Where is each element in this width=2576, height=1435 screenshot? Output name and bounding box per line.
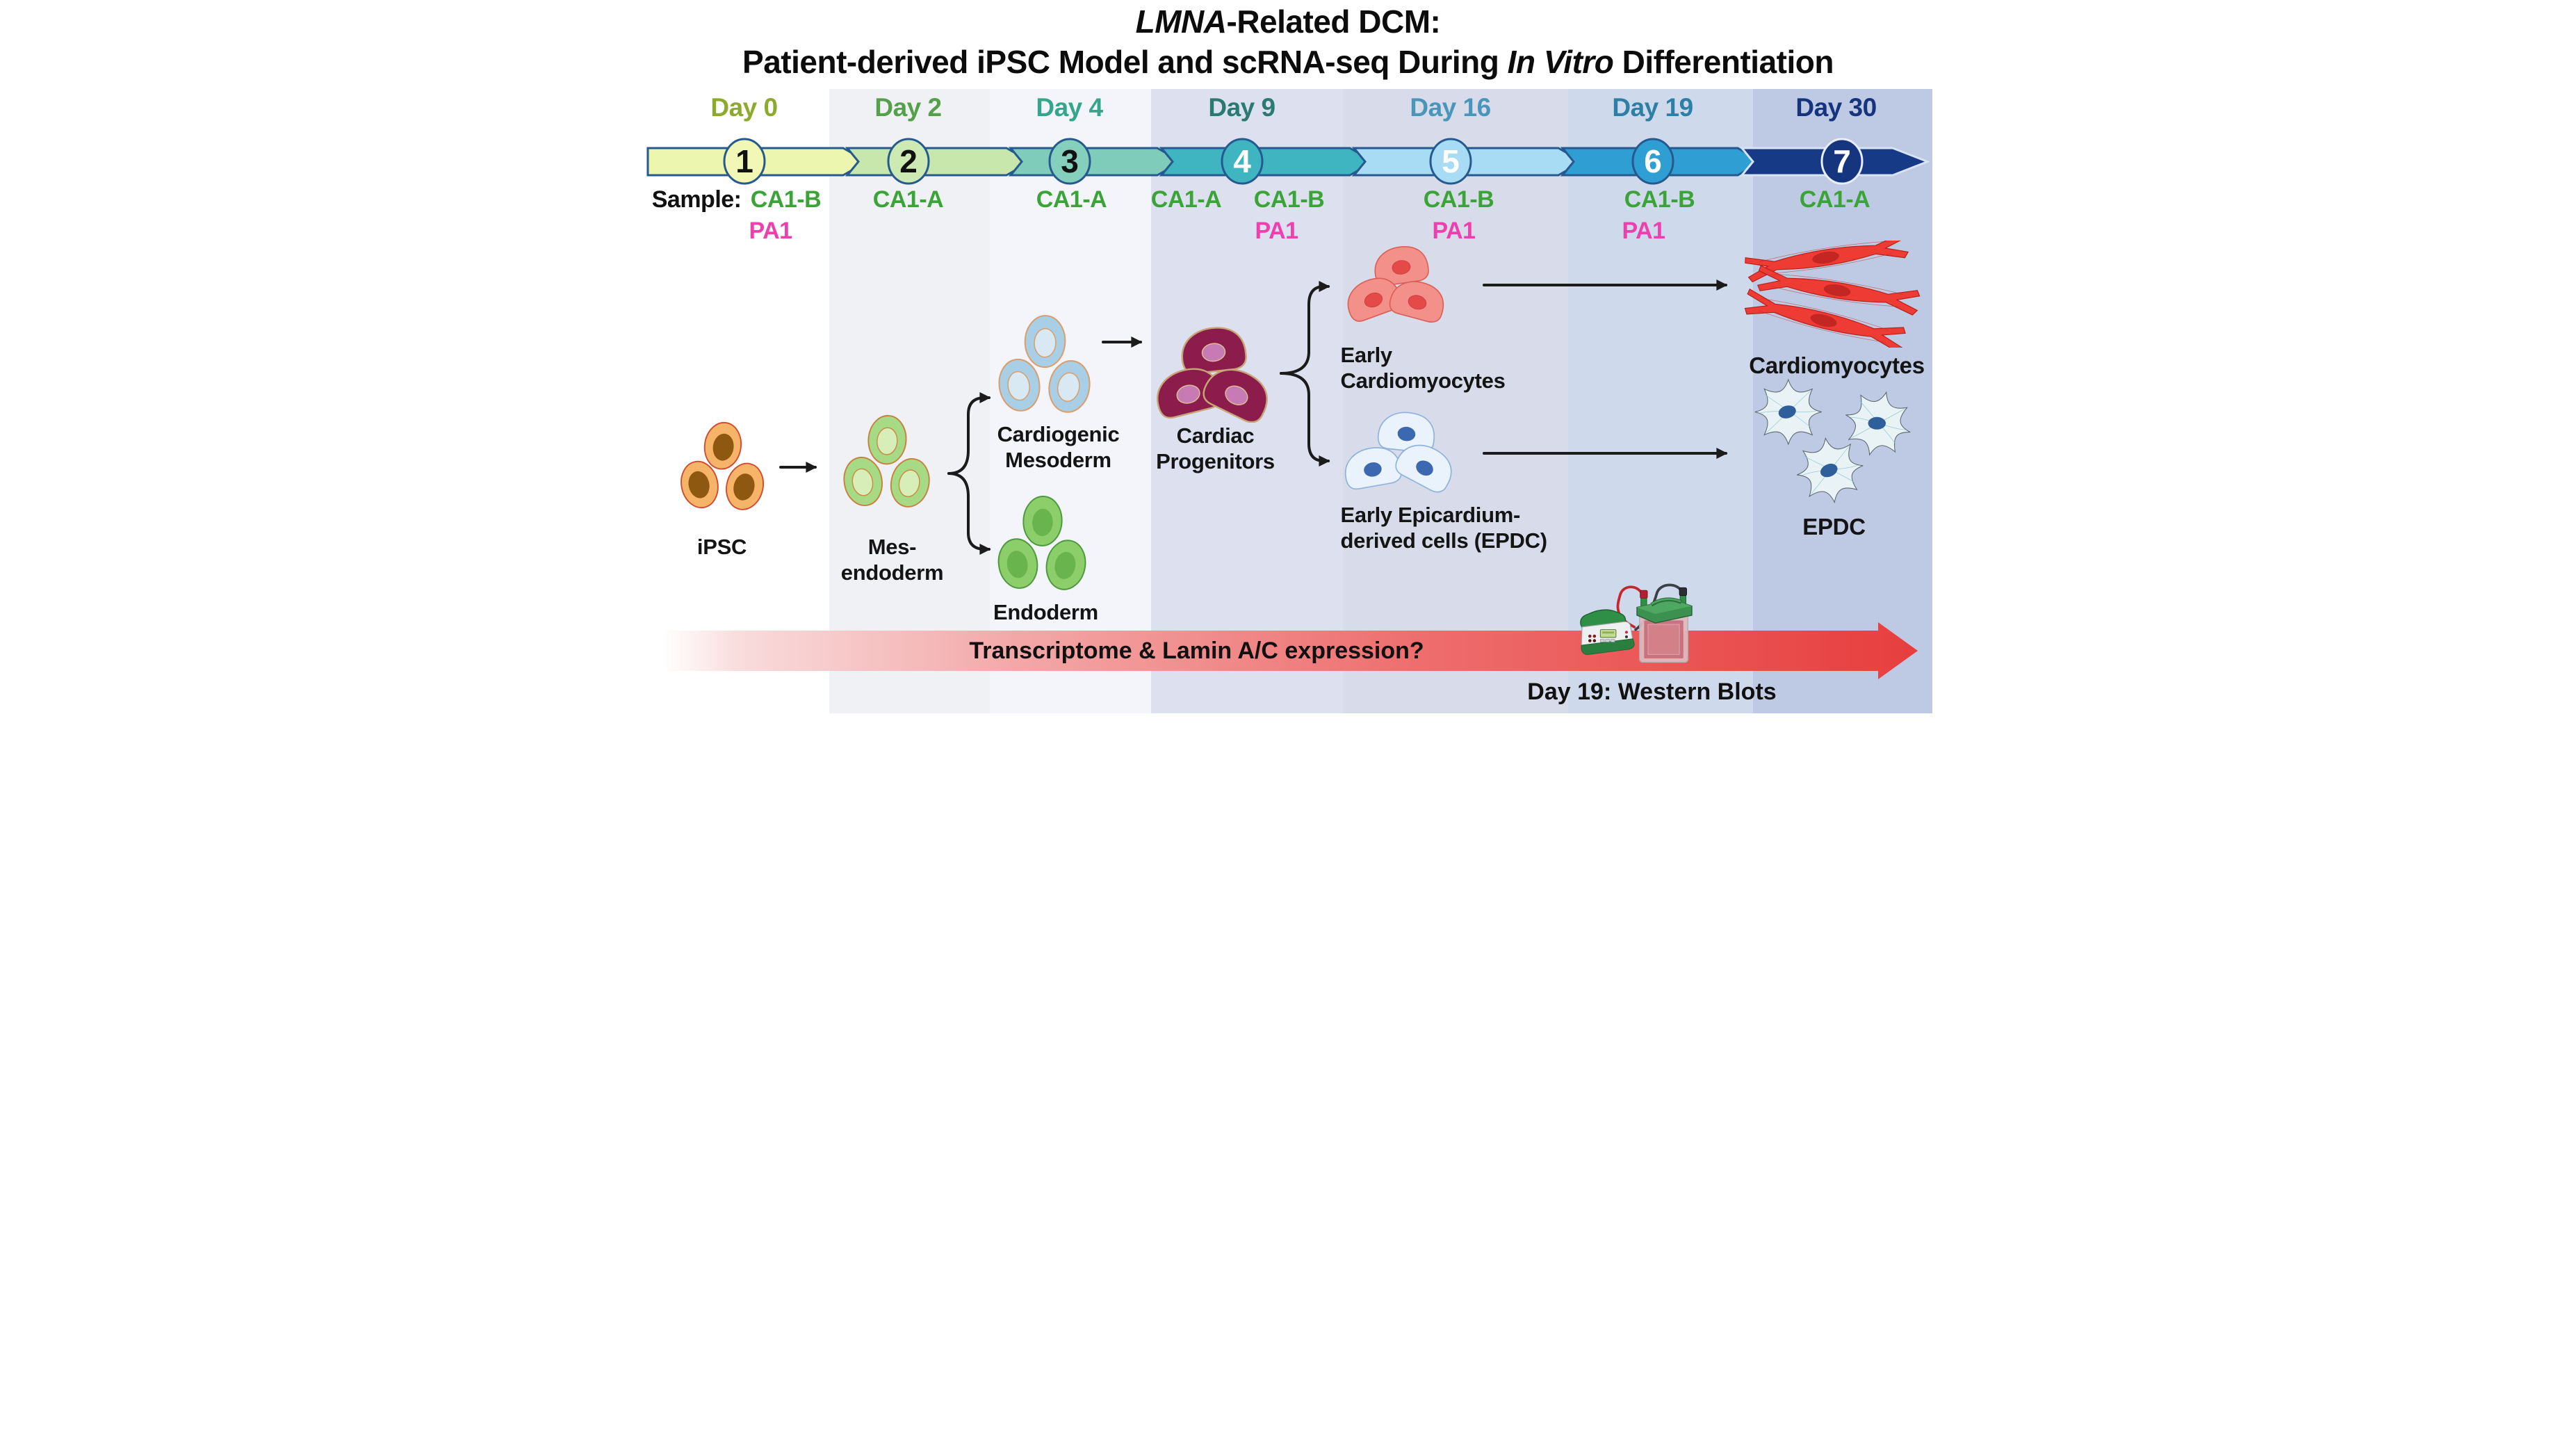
timeline-arrow-3 [1008, 147, 1183, 177]
sample-day19-ca1b: CA1-B [1624, 186, 1695, 213]
step-circle-4 [1221, 138, 1263, 185]
step-number-4: 4 [1233, 143, 1251, 179]
step-circle-5 [1429, 138, 1472, 185]
cardiogenic-mesoderm-cells [998, 315, 1091, 413]
ipsc-cells [680, 421, 764, 510]
sample-day16-ca1b: CA1-B [1423, 186, 1494, 213]
early-cardiomyocyte-cells [1347, 245, 1444, 323]
label-ipsc: iPSC [696, 535, 747, 559]
step-number-7: 7 [1833, 143, 1851, 179]
title-gene-name: LMNA [1135, 3, 1227, 40]
label-cardiomyocytes: Cardiomyocytes [1749, 352, 1925, 378]
step-circle-2 [887, 138, 929, 185]
gel-tank-icon [1636, 587, 1693, 663]
early-epdc-cells [1344, 412, 1452, 493]
label-cardiac-progenitors: Cardiac Progenitors [1156, 423, 1275, 474]
step-number-5: 5 [1442, 143, 1460, 179]
step-circle-1 [723, 138, 765, 185]
sample-day19-pa1: PA1 [1622, 218, 1665, 244]
figure-title-line2: Patient-derived iPSC Model and scRNA-seq… [742, 44, 1834, 80]
label-early-epdc: Early Epicardium- derived cells (EPDC) [1340, 503, 1548, 553]
label-cardiogenic-mesoderm: Cardiogenic Mesoderm [997, 422, 1120, 473]
step-number-3: 3 [1061, 143, 1079, 179]
timeline-arrow-track: 1 2 3 4 5 6 7 [646, 138, 1930, 185]
label-endoderm: Endoderm [993, 600, 1098, 624]
column-band-day16 [1342, 89, 1568, 713]
label-mesendoderm: Mes- endoderm [840, 535, 944, 585]
western-blot-label: Day 19: Western Blots [1527, 679, 1777, 705]
sample-day9-ca1a: CA1-A [1150, 186, 1222, 213]
sample-day9-ca1b: CA1-B [1253, 186, 1325, 213]
transcriptome-question: Transcriptome & Lamin A/C expression? [969, 638, 1424, 664]
column-band-day0 [644, 89, 829, 713]
mesendoderm-cells [842, 414, 930, 508]
day-label-30: Day 30 [1795, 93, 1877, 122]
figure-canvas: LMNA-Related DCM: Patient-derived iPSC M… [644, 0, 1932, 718]
step-circle-3 [1048, 138, 1091, 185]
label-epdc: EPDC [1802, 514, 1866, 540]
epdc-cells [1754, 378, 1910, 504]
power-supply-icon [1579, 609, 1635, 655]
step-circle-6 [1631, 138, 1674, 185]
sample-prefix: Sample: [651, 186, 742, 213]
sample-day30-ca1a: CA1-A [1799, 186, 1870, 213]
endoderm-cells [997, 495, 1086, 590]
day-label-2: Day 2 [874, 93, 942, 122]
label-early-cardiomyocytes: Early Cardiomyocytes [1340, 343, 1506, 394]
day-label-9: Day 9 [1208, 93, 1275, 122]
step-number-1: 1 [735, 143, 753, 179]
sample-day0-pa1: PA1 [749, 218, 792, 244]
sample-day9-pa1: PA1 [1255, 218, 1298, 244]
cardiac-progenitor-cells [1156, 327, 1268, 423]
sample-day0-ca1b: CA1-B [750, 186, 822, 213]
cardiomyocyte-cells [1744, 241, 1921, 348]
sample-day4-ca1a: CA1-A [1036, 186, 1107, 213]
day-label-4: Day 4 [1036, 93, 1103, 122]
day-label-16: Day 16 [1410, 93, 1491, 122]
western-blot-apparatus-icon [1579, 583, 1693, 663]
figure-title-line1: LMNA-Related DCM: [1135, 3, 1441, 40]
timeline-arrow-4 [1159, 147, 1376, 177]
timeline-arrow-2 [845, 147, 1032, 177]
sample-day2-ca1a: CA1-A [872, 186, 944, 213]
step-circle-7 [1820, 138, 1863, 185]
sample-day16-pa1: PA1 [1432, 218, 1476, 244]
day-label-19: Day 19 [1612, 93, 1693, 122]
step-number-2: 2 [899, 143, 918, 179]
day-label-0: Day 0 [710, 93, 778, 122]
step-number-6: 6 [1644, 143, 1662, 179]
